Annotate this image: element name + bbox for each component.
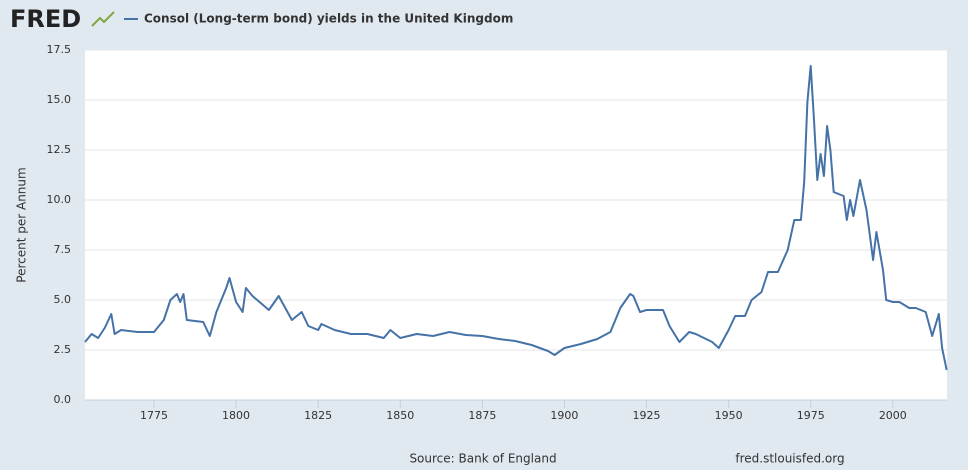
plot-area bbox=[85, 50, 947, 400]
x-tick-label: 1975 bbox=[797, 409, 825, 422]
y-tick-label: 7.5 bbox=[54, 243, 72, 256]
x-tick-label: 2000 bbox=[879, 409, 907, 422]
x-tick-label: 1875 bbox=[468, 409, 496, 422]
y-tick-label: 0.0 bbox=[54, 393, 72, 406]
x-tick-label: 1800 bbox=[222, 409, 250, 422]
logo[interactable]: FRED bbox=[10, 5, 81, 33]
x-tick-label: 1850 bbox=[386, 409, 414, 422]
y-tick-label: 15.0 bbox=[47, 93, 72, 106]
x-tick-label: 1900 bbox=[550, 409, 578, 422]
y-tick-label: 10.0 bbox=[47, 193, 72, 206]
x-tick-label: 1950 bbox=[715, 409, 743, 422]
y-axis-label: Percent per Annum bbox=[15, 167, 29, 282]
chart-title: Consol (Long-term bond) yields in the Un… bbox=[144, 12, 513, 26]
source: Source: Bank of England bbox=[409, 452, 556, 466]
y-tick-label: 17.5 bbox=[47, 43, 72, 56]
site: fred.stlouisfed.org bbox=[735, 452, 844, 466]
y-tick-label: 12.5 bbox=[47, 143, 72, 156]
logo-icon bbox=[91, 11, 115, 27]
x-tick-label: 1925 bbox=[633, 409, 661, 422]
y-tick-label: 2.5 bbox=[54, 343, 72, 356]
series-line bbox=[84, 65, 948, 371]
x-tick-label: 1775 bbox=[140, 409, 168, 422]
y-tick-label: 5.0 bbox=[54, 293, 72, 306]
x-tick-label: 1825 bbox=[304, 409, 332, 422]
